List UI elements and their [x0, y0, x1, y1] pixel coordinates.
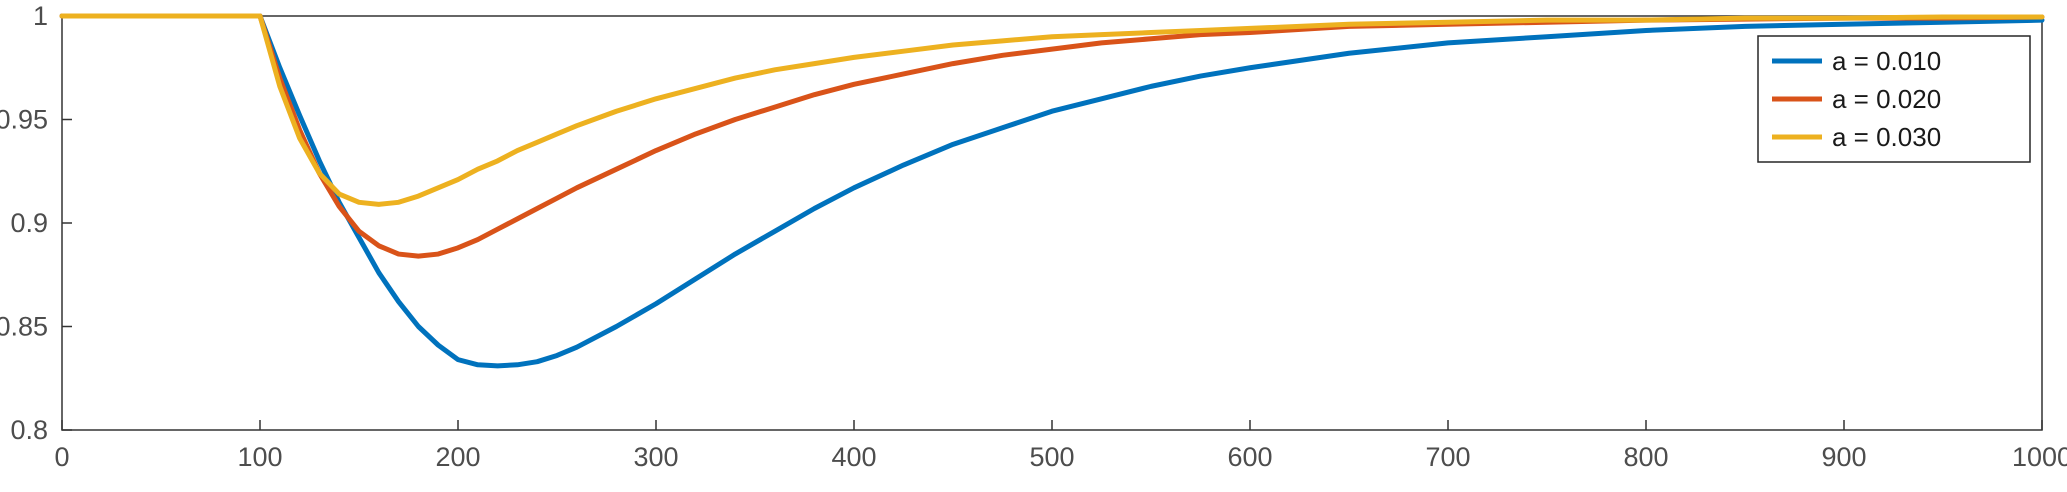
- y-tick-label: 0.9: [10, 208, 48, 238]
- legend: a = 0.010 a = 0.020 a = 0.030: [1757, 35, 2031, 163]
- x-tick-label: 500: [1029, 442, 1074, 472]
- y-tick-label: 0.95: [0, 105, 48, 135]
- y-tick-label: 0.85: [0, 312, 48, 342]
- series-line-0: [59, 13, 2045, 369]
- legend-entry-label-1: a = 0.020: [1832, 84, 1941, 114]
- x-tick-label: 800: [1623, 442, 1668, 472]
- x-tick-label: 100: [237, 442, 282, 472]
- x-tick-label: 300: [633, 442, 678, 472]
- x-tick-label: 200: [435, 442, 480, 472]
- x-tick-label: 0: [54, 442, 69, 472]
- y-tick-label: 1: [33, 1, 48, 31]
- series-line-2: [59, 13, 2045, 207]
- x-tick-label: 700: [1425, 442, 1470, 472]
- legend-entry-label-0: a = 0.010: [1832, 46, 1941, 76]
- legend-entry-label-2: a = 0.030: [1832, 122, 1941, 152]
- x-tick-label: 600: [1227, 442, 1272, 472]
- x-tick-label: 1000: [2012, 442, 2067, 472]
- x-tick-label: 900: [1821, 442, 1866, 472]
- y-tick-label: 0.8: [10, 415, 48, 445]
- x-tick-label: 400: [831, 442, 876, 472]
